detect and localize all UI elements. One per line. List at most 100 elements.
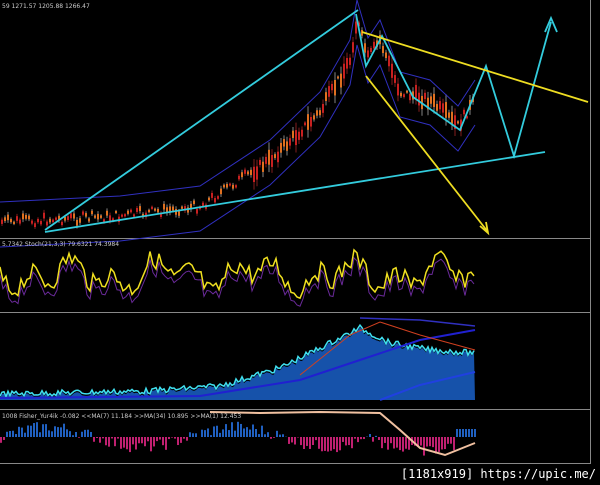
candle-body [1,219,3,224]
candle-body [331,83,333,91]
candle-body [424,92,426,100]
hist-bar [147,437,149,442]
arrow-head [479,221,490,236]
candle-body [100,215,102,218]
candle-body [220,188,222,195]
candle-body [31,220,33,224]
fisher-line [209,410,476,457]
hist-bar [288,437,290,444]
hist-bar [306,437,308,446]
candle-body [136,208,138,212]
hist-bar [60,427,62,437]
candle-body [34,223,36,227]
candle-body [235,185,237,188]
candle-body [25,215,27,219]
hist-bar [183,437,185,439]
candle-body [244,169,246,174]
hist-bar [171,437,173,438]
hist-bar [309,437,311,449]
candle-body [172,206,174,211]
hist-bar [345,437,347,446]
candle-body [415,84,417,98]
candle-body [130,209,132,213]
hist-bar [450,437,452,444]
hist-bar [132,437,134,445]
arrow-head [544,15,558,33]
hist-bar [39,432,41,437]
candle-body [46,221,48,226]
candle-body [466,116,468,119]
hist-bar [402,437,404,452]
candle-body [70,213,72,219]
panel-borders [0,0,591,464]
hist-bar [252,424,254,437]
candle-body [91,210,93,215]
candle-body [358,22,360,27]
hist-bar [192,433,194,437]
candle-body [277,151,279,163]
hist-bar [369,434,371,437]
candle-body [88,218,90,222]
hist-bar [33,423,35,437]
hist-bar [72,435,74,437]
osc-line [0,323,475,399]
candle-body [67,216,69,220]
hist-bar [258,434,260,437]
hist-bar [471,429,473,437]
candle-body [85,213,87,217]
hist-bar [327,437,329,452]
hist-bar [339,437,341,451]
candle-body [157,208,159,213]
hist-bar [273,437,275,438]
hist-bar [27,425,29,437]
candle-body [7,214,9,221]
hist-bar [30,425,32,437]
hist-bar [84,429,86,437]
hist-bar [3,437,5,440]
candle-body [211,192,213,198]
candles [0,0,476,248]
hist-bar [393,437,395,449]
hist-bar [93,437,95,442]
candle-body [37,218,39,223]
hist-bar [228,430,230,437]
candle-body [394,75,396,83]
hist-bar [225,424,227,437]
candle-body [109,215,111,221]
hist-bar [105,437,107,446]
hist-bar [144,437,146,447]
hist-bar [141,437,143,444]
hist-bar [102,437,104,439]
hist-bar [21,427,23,437]
candle-body [22,213,24,220]
candle-body [259,159,261,165]
candle-body [178,211,180,216]
candle-body [316,110,318,116]
candle-body [403,94,405,98]
hist-bar [24,432,26,437]
hist-bar [300,437,302,446]
hist-bar [381,437,383,449]
hist-bar [69,431,71,437]
hist-bar [276,430,278,437]
candle-body [190,203,192,210]
candle-body [193,200,195,205]
hist-bar [342,437,344,442]
hist-bar [117,437,119,439]
candle-body [112,218,114,221]
hist-bar [36,422,38,437]
candle-body [76,219,78,226]
candle-body [349,57,351,65]
hist-bar [261,425,263,437]
ma-line [379,371,476,401]
candle-body [409,93,411,101]
candle-body [214,198,216,203]
hist-bar [456,429,458,437]
candle-body [10,218,12,223]
candle-body [352,42,354,53]
candle-body [274,154,276,158]
candle-body [343,63,345,79]
candle-body [418,92,420,106]
candle-body [262,161,264,172]
candle-body [184,206,186,211]
